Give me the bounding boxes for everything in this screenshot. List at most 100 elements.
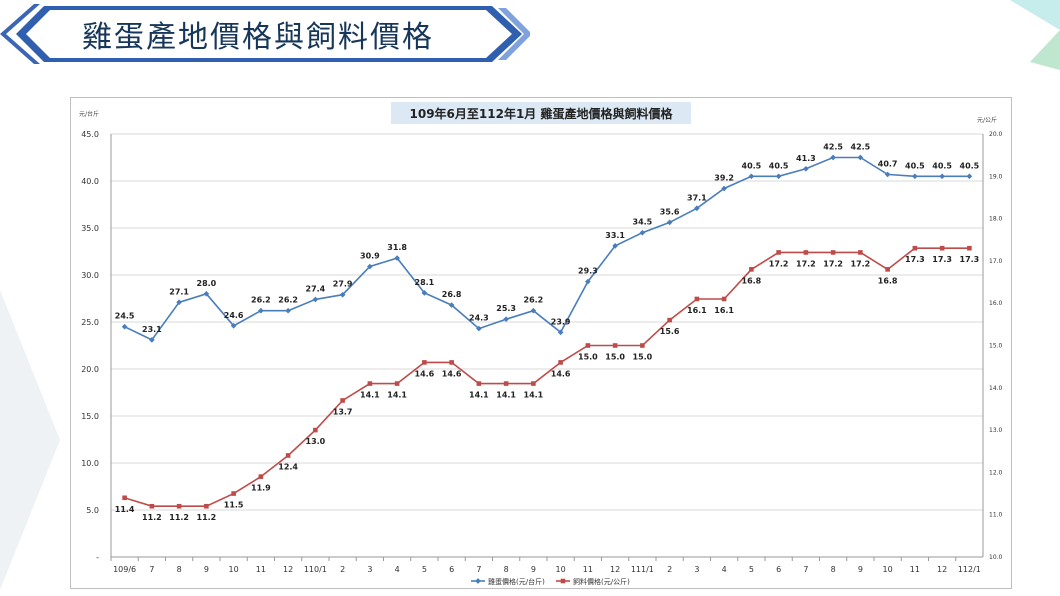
data-label: 40.5 <box>742 161 762 170</box>
x-tick-label: 9 <box>204 565 209 574</box>
left-tick-label: 20.0 <box>81 365 99 374</box>
data-point <box>666 219 673 226</box>
data-label: 39.2 <box>714 174 734 183</box>
data-point <box>122 495 127 501</box>
x-tick-label: 3 <box>367 565 372 574</box>
x-tick-label: 2 <box>340 565 345 574</box>
left-tick-label: 40.0 <box>81 177 99 186</box>
data-point <box>340 398 345 403</box>
data-label: 11.2 <box>142 513 162 522</box>
data-label: 17.3 <box>960 255 980 264</box>
data-point <box>694 296 700 302</box>
data-point <box>749 267 754 272</box>
data-label: 40.5 <box>769 161 789 170</box>
data-point <box>939 245 945 251</box>
legend-marker <box>560 578 566 584</box>
left-tick-label: - <box>96 553 99 562</box>
data-label: 15.6 <box>660 327 680 336</box>
data-point <box>912 173 918 180</box>
data-point <box>967 245 972 251</box>
right-tick-label: 11.0 <box>989 512 1003 519</box>
x-tick-label: 110/1 <box>304 565 327 574</box>
right-tick-label: 19.0 <box>989 173 1003 180</box>
x-tick-label: 112/1 <box>958 565 981 574</box>
data-label: 24.6 <box>224 311 244 320</box>
data-label: 12.4 <box>278 462 298 471</box>
data-point <box>204 503 209 509</box>
page-title: 雞蛋產地價格與飼料價格 <box>82 20 434 55</box>
data-point <box>394 255 400 261</box>
data-label: 14.6 <box>551 369 571 378</box>
x-tick-label: 7 <box>476 565 481 574</box>
data-point <box>830 154 836 161</box>
left-tick-label: 35.0 <box>81 224 99 233</box>
data-label: 14.1 <box>469 391 489 400</box>
data-label: 13.7 <box>333 407 353 416</box>
data-label: 40.5 <box>905 161 925 170</box>
data-point <box>857 154 864 161</box>
data-label: 26.8 <box>442 290 462 299</box>
data-point <box>176 299 182 306</box>
data-point <box>585 278 591 285</box>
data-point <box>966 173 973 180</box>
data-label: 41.3 <box>796 154 816 163</box>
data-label: 28.0 <box>197 279 217 288</box>
data-point <box>258 307 264 314</box>
data-point <box>558 360 563 365</box>
data-point <box>503 381 509 386</box>
data-point <box>639 229 646 236</box>
left-axis-label: 元/台斤 <box>79 110 99 118</box>
x-tick-label: 4 <box>722 565 727 574</box>
data-label: 17.3 <box>905 255 925 264</box>
x-tick-label: 11 <box>256 565 266 574</box>
data-point <box>367 381 373 386</box>
data-point <box>858 250 863 255</box>
right-tick-label: 14.0 <box>989 385 1003 392</box>
data-point <box>203 290 210 297</box>
data-label: 26.2 <box>251 296 271 305</box>
data-label: 23.9 <box>551 317 571 326</box>
left-tick-label: 25.0 <box>81 318 99 327</box>
data-point <box>640 343 645 348</box>
x-tick-label: 12 <box>283 565 293 574</box>
data-point <box>775 173 782 180</box>
x-tick-label: 12 <box>610 565 620 574</box>
data-label: 14.1 <box>496 391 516 400</box>
data-label: 17.2 <box>851 259 871 268</box>
right-axis-label: 元/公斤 <box>977 116 997 124</box>
data-point <box>885 267 890 272</box>
x-tick-label: 8 <box>831 565 836 574</box>
x-tick-label: 11 <box>583 565 593 574</box>
left-tick-label: 45.0 <box>81 130 99 139</box>
data-point <box>448 302 455 308</box>
data-label: 35.6 <box>660 207 680 216</box>
data-label: 11.2 <box>169 513 189 522</box>
data-point <box>721 185 727 192</box>
data-label: 11.2 <box>197 513 217 522</box>
x-tick-label: 8 <box>504 565 509 574</box>
left-tick-label: 5.0 <box>86 506 99 515</box>
data-label: 37.1 <box>687 193 707 202</box>
background-shape <box>0 290 60 590</box>
data-label: 26.2 <box>278 296 298 305</box>
data-label: 29.3 <box>578 267 598 276</box>
data-point <box>557 329 564 336</box>
data-label: 16.1 <box>714 306 734 315</box>
data-label: 11.5 <box>224 501 244 510</box>
data-point <box>531 381 536 386</box>
data-point <box>149 337 155 343</box>
right-tick-label: 16.0 <box>989 300 1003 307</box>
x-tick-label: 5 <box>422 565 427 574</box>
legend-entry: 雞蛋價格(元/台斤) <box>488 577 545 586</box>
data-label: 14.1 <box>387 391 407 400</box>
data-label: 40.7 <box>878 159 898 168</box>
right-tick-label: 10.0 <box>989 554 1003 561</box>
data-label: 42.5 <box>823 143 843 152</box>
x-tick-label: 7 <box>803 565 808 574</box>
data-label: 16.8 <box>878 276 898 285</box>
data-point <box>884 171 891 178</box>
series-line-1 <box>124 156 970 341</box>
left-tick-label: 10.0 <box>81 459 99 468</box>
chart-title-background <box>391 102 691 124</box>
data-point <box>258 474 264 479</box>
